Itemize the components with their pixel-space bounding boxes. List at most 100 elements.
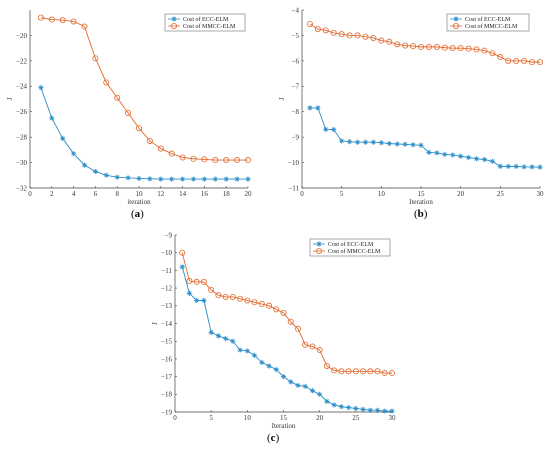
x-tick-label: 5 bbox=[340, 190, 344, 198]
y-tick-label: −10 bbox=[288, 159, 299, 167]
data-point bbox=[193, 278, 200, 285]
data-point bbox=[513, 163, 519, 169]
data-point bbox=[481, 156, 488, 163]
data-point bbox=[223, 335, 229, 342]
x-tick-label: 4 bbox=[72, 190, 76, 198]
data-point bbox=[346, 404, 352, 411]
x-tick-label: 5 bbox=[209, 414, 213, 422]
data-point bbox=[125, 109, 132, 116]
y-tick-label: −6 bbox=[292, 57, 300, 65]
series-ecc bbox=[179, 264, 395, 414]
legend-label: Cost of MMCC-ELM bbox=[328, 248, 381, 255]
data-point bbox=[103, 79, 110, 86]
y-tick-label: −15 bbox=[161, 338, 172, 346]
data-point bbox=[180, 176, 186, 182]
circle-marker-icon bbox=[315, 247, 322, 254]
series-line bbox=[181, 252, 392, 374]
data-point bbox=[418, 142, 424, 148]
data-point bbox=[473, 46, 480, 53]
data-point bbox=[294, 325, 301, 332]
data-point bbox=[200, 278, 207, 285]
data-point bbox=[449, 45, 456, 52]
data-point bbox=[307, 105, 313, 111]
data-point bbox=[374, 407, 381, 413]
data-point bbox=[244, 348, 250, 354]
data-point bbox=[322, 27, 329, 34]
data-point bbox=[354, 32, 361, 39]
data-point bbox=[315, 105, 321, 111]
data-point bbox=[425, 43, 432, 50]
data-point bbox=[38, 84, 44, 91]
y-tick-label: −13 bbox=[161, 302, 172, 310]
data-point bbox=[135, 125, 142, 132]
chart-panel-a: 0 2 4 6 8 10 12 14 16 18 20 −32 −30 −28 −26 −24 −22 −20 it… bbox=[6, 10, 252, 206]
legend-label: Cost of ECC-ELM bbox=[328, 241, 374, 248]
x-tick-label: 12 bbox=[157, 190, 165, 198]
data-point bbox=[433, 43, 440, 50]
asterisk-marker-icon bbox=[316, 241, 322, 247]
x-tick-label: 15 bbox=[418, 190, 426, 198]
data-point bbox=[302, 341, 309, 348]
data-point bbox=[237, 295, 244, 302]
data-point bbox=[537, 59, 544, 66]
data-point bbox=[367, 368, 374, 375]
data-point bbox=[394, 41, 401, 48]
y-tick-label: −7 bbox=[292, 83, 300, 91]
y-tick-label: −14 bbox=[161, 320, 172, 328]
y-tick-label: −32 bbox=[16, 184, 27, 192]
data-point bbox=[190, 155, 197, 162]
x-tick-label: 30 bbox=[537, 190, 545, 198]
data-point bbox=[352, 368, 359, 375]
series-line bbox=[40, 87, 248, 180]
x-axis-label: Iteration bbox=[272, 422, 296, 430]
y-tick-label: −11 bbox=[161, 267, 172, 275]
data-point bbox=[48, 16, 55, 23]
data-point bbox=[229, 293, 236, 300]
data-point bbox=[49, 115, 55, 121]
legend-label: Cost of MMCC-ELM bbox=[183, 23, 236, 30]
x-tick-label: 0 bbox=[300, 190, 304, 198]
data-point bbox=[212, 176, 218, 182]
data-point bbox=[280, 309, 287, 316]
data-point bbox=[410, 43, 417, 50]
data-point bbox=[302, 383, 308, 389]
data-point bbox=[489, 50, 496, 57]
data-point bbox=[179, 154, 186, 161]
data-point bbox=[331, 367, 338, 374]
y-tick-label: −26 bbox=[16, 108, 27, 116]
data-point bbox=[410, 142, 416, 148]
data-point bbox=[190, 176, 197, 182]
legend-label: Cost of ECC-ELM bbox=[465, 16, 511, 23]
data-point bbox=[345, 368, 352, 375]
data-point bbox=[280, 374, 287, 380]
data-point bbox=[450, 152, 456, 158]
data-point bbox=[208, 286, 215, 293]
data-point bbox=[215, 292, 222, 299]
x-axis-label: iteration bbox=[127, 198, 151, 206]
data-point bbox=[402, 42, 409, 49]
data-point bbox=[169, 176, 175, 182]
data-point bbox=[201, 176, 207, 182]
data-point bbox=[386, 140, 392, 147]
y-tick-label: −20 bbox=[16, 32, 27, 40]
data-point bbox=[158, 176, 164, 182]
y-tick-label: −16 bbox=[161, 355, 172, 363]
data-point bbox=[505, 57, 512, 64]
data-point bbox=[338, 404, 344, 410]
legend-box bbox=[164, 13, 246, 32]
y-tick-label: −9 bbox=[165, 231, 173, 239]
y-tick-label: −12 bbox=[161, 285, 172, 293]
data-point bbox=[251, 352, 258, 358]
data-point bbox=[316, 347, 323, 354]
series-mmcc bbox=[306, 20, 544, 66]
data-point bbox=[60, 135, 66, 142]
legend-box bbox=[309, 238, 391, 257]
data-point bbox=[37, 14, 44, 21]
y-tick-label: −19 bbox=[161, 408, 172, 416]
data-point bbox=[360, 406, 366, 412]
data-point bbox=[370, 34, 377, 41]
data-point bbox=[103, 172, 109, 178]
series-ecc bbox=[307, 105, 543, 170]
